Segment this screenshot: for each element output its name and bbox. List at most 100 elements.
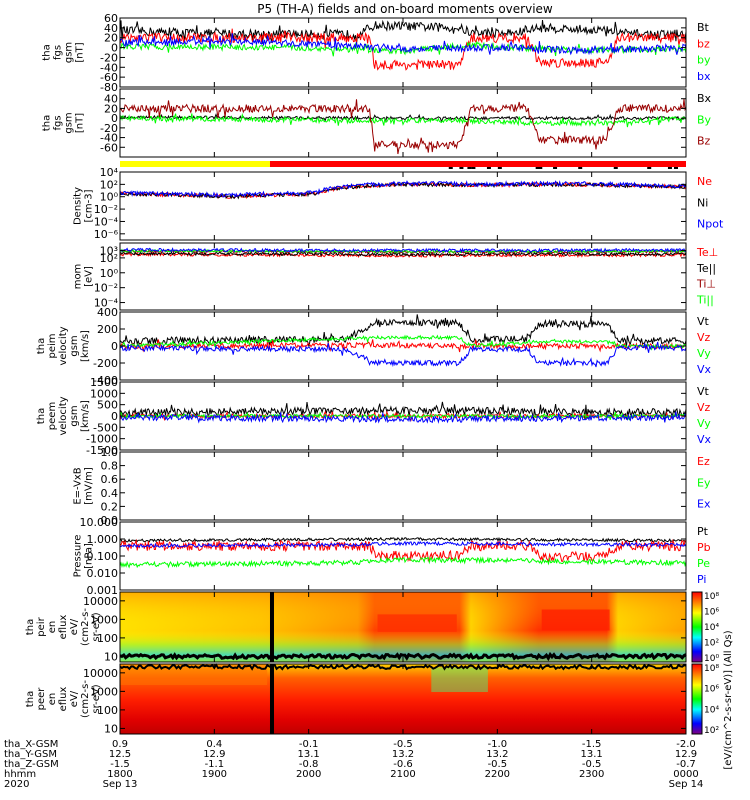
y-axis-label: eV/ — [69, 690, 80, 707]
x-row-value: Sep 14 — [669, 779, 704, 790]
x-row-value: -2.0 — [676, 739, 696, 750]
legend-Pt: Pt — [697, 525, 709, 538]
y-tick-label: 0.001 — [87, 584, 119, 597]
y-tick-label: 20 — [104, 32, 118, 45]
x-row-value: 2300 — [579, 769, 604, 780]
y-tick-label: -500 — [93, 421, 118, 434]
y-tick-label: 60 — [104, 12, 118, 25]
y-tick-label: -200 — [93, 357, 118, 370]
heatmap-patch — [377, 614, 457, 632]
series-line-Bz — [119, 98, 687, 155]
legend-Bz: Bz — [697, 135, 711, 148]
mode-segment — [120, 161, 270, 167]
x-row-value: 2200 — [485, 769, 510, 780]
legend-Te||: Te|| — [696, 262, 716, 275]
mode-marker — [535, 167, 540, 169]
y-tick-label: -400 — [93, 374, 118, 387]
y-axis-label: [km/s] — [80, 400, 91, 432]
y-tick-label: 1500 — [90, 376, 118, 389]
y-axis-label: (cm2-s- — [80, 680, 91, 718]
y-axis-label: en — [47, 621, 58, 634]
legend-Ne: Ne — [697, 175, 712, 188]
x-row-value: 12.9 — [675, 749, 697, 760]
y-axis-label: velocity — [58, 326, 69, 365]
y-tick-label: 10² — [100, 178, 118, 191]
y-tick-label: 100 — [97, 704, 118, 717]
y-axis-label: sr-eV) — [91, 684, 102, 713]
y-tick-label: 10 — [104, 650, 118, 663]
mode-marker — [459, 167, 464, 169]
y-tick-label: 0 — [111, 340, 118, 353]
y-tick-label: 40 — [104, 22, 118, 35]
y-tick-label: -60 — [100, 71, 118, 84]
y-tick-label: 10⁰ — [100, 191, 119, 204]
colorbar-unit-label: [eV/(cm^2-s-sr-eV)] (All Qs) — [723, 630, 734, 769]
legend-Pb: Pb — [697, 541, 711, 554]
mode-marker — [578, 167, 583, 169]
x-row-value: -0.5 — [488, 759, 508, 770]
y-axis-label: tha — [36, 338, 47, 354]
x-row-value: 12.5 — [109, 749, 131, 760]
legend-Vz: Vz — [697, 401, 711, 414]
y-axis-label: peem — [47, 402, 58, 430]
series-line-bx — [119, 33, 687, 56]
y-tick-label: 400 — [97, 306, 118, 319]
series-line-By — [119, 112, 687, 128]
x-row-value: -1.5 — [582, 739, 602, 750]
y-tick-label: 500 — [97, 399, 118, 412]
panel-frame — [119, 451, 687, 521]
mode-marker — [486, 167, 491, 169]
y-axis-label: gsm — [64, 112, 75, 133]
x-row-value: -0.6 — [393, 759, 413, 770]
y-tick-label: 10⁴ — [100, 166, 119, 179]
y-axis-label: tha — [25, 691, 36, 707]
x-row-value: 2000 — [296, 769, 321, 780]
y-axis-label: [nT] — [75, 113, 86, 133]
y-tick-label: 10⁻² — [94, 203, 118, 216]
mode-change-line — [269, 592, 274, 662]
series-line-Bx — [119, 113, 687, 124]
x-row-value: 13.2 — [392, 749, 414, 760]
x-row-label: 2020 — [4, 779, 29, 790]
legend-Vz: Vz — [697, 331, 711, 344]
colorbar — [691, 591, 703, 663]
x-row-value: Sep 13 — [103, 779, 138, 790]
mode-marker — [613, 167, 618, 169]
y-axis-label: [mV/m] — [84, 467, 95, 505]
colorbar-tick-label: 10⁶ — [704, 685, 719, 695]
x-row-value: 1800 — [107, 769, 132, 780]
x-row-value: -0.5 — [582, 759, 602, 770]
legend-Vt: Vt — [697, 385, 710, 398]
colorbar-tick-label: 10² — [704, 639, 719, 649]
heatmap-patch — [541, 609, 610, 631]
panel-peer_eflux: 10⁸ 10⁶ 10⁴ 10² [eV/(cm^2-s-sr-eV)] (All Qs)… — [25, 630, 734, 769]
x-row-label: tha_X-GSM — [4, 739, 58, 750]
y-tick-label: 0 — [111, 410, 118, 423]
x-row-value: 13.2 — [486, 749, 508, 760]
y-tick-label: -20 — [100, 51, 118, 64]
y-axis-label: [eV] — [84, 266, 95, 287]
y-tick-label: 40 — [104, 93, 118, 106]
y-tick-label: 10² — [100, 252, 118, 265]
y-tick-label: 10000 — [83, 667, 118, 680]
y-axis-label: velocity — [58, 396, 69, 435]
x-row-value: -1.5 — [110, 759, 130, 770]
y-axis-label: gsm — [69, 405, 80, 426]
x-row-value: 12.9 — [203, 749, 225, 760]
y-axis-label: fgs — [53, 45, 64, 60]
y-tick-label: 10 — [104, 722, 118, 735]
y-axis-label: [nT] — [75, 42, 86, 62]
y-tick-label: 0 — [111, 42, 118, 55]
colorbar-tick-label: 10⁴ — [704, 705, 719, 715]
x-row-value: 13.1 — [581, 749, 603, 760]
series-line-Vy — [119, 334, 687, 351]
series-line-Npot — [119, 180, 687, 199]
legend-Bt: Bt — [697, 21, 710, 34]
panel-peim_vel: 400 200 0 -200 -400 tha peim velocity gsm [km/s] V… — [36, 306, 712, 387]
legend-Vx: Vx — [697, 433, 712, 446]
x-row-value: -0.8 — [299, 759, 319, 770]
mode-marker — [674, 167, 679, 169]
series-line-Pb — [119, 538, 687, 564]
